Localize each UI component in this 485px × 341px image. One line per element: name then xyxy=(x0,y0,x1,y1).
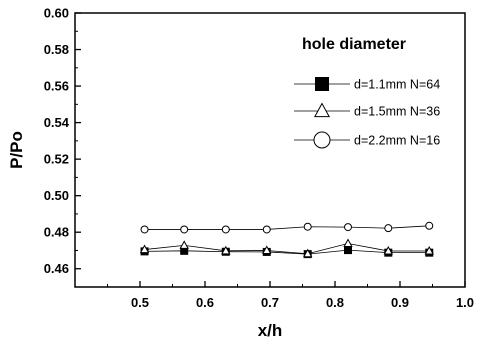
legend-label: d=2.2mm N=16 xyxy=(354,134,440,148)
plot-frame xyxy=(74,12,466,288)
legend-entry: d=1.5mm N=36 xyxy=(294,102,440,119)
x-tick-label: 0.6 xyxy=(196,295,214,310)
circle-marker xyxy=(140,225,149,234)
x-tick-label: 0.7 xyxy=(261,295,279,310)
triangle-marker xyxy=(343,238,353,248)
axis-ticks xyxy=(75,12,466,287)
triangle-marker xyxy=(262,245,272,254)
series-layer xyxy=(139,221,434,259)
y-tick-label: 0.52 xyxy=(44,152,69,167)
y-tick-label: 0.58 xyxy=(44,42,69,57)
legend-label: d=1.5mm N=36 xyxy=(354,105,440,119)
series-line xyxy=(144,225,430,230)
x-tick-label: 1.0 xyxy=(456,295,474,310)
legend-entry: d=2.2mm N=16 xyxy=(294,131,440,149)
circle-marker xyxy=(425,221,434,230)
triangle-marker xyxy=(221,245,231,255)
legend-title: hole diameter xyxy=(302,36,406,53)
y-tick-label: 0.56 xyxy=(44,79,69,94)
square-marker xyxy=(315,77,329,91)
triangle-marker xyxy=(179,240,189,249)
y-tick-label: 0.60 xyxy=(44,6,69,21)
square-marker xyxy=(344,246,352,255)
circle-marker xyxy=(384,224,393,233)
series-triangle xyxy=(139,238,434,258)
circle-marker xyxy=(180,225,189,234)
triangle-marker xyxy=(314,102,330,118)
triangle-marker xyxy=(303,248,313,258)
y-tick-label: 0.46 xyxy=(44,261,69,276)
legend: hole diameter d=1.1mm N=64 d=1.5mm N=36 d=… xyxy=(294,36,440,149)
triangle-marker xyxy=(383,245,393,255)
circle-marker xyxy=(221,225,230,234)
y-tick-label: 0.50 xyxy=(44,188,69,203)
triangle-marker xyxy=(424,245,434,255)
axis-tick-labels: 0.5 0.6 0.7 0.8 0.9 1.0 0.46 0.48 0.50 0.52 0.54 0.… xyxy=(44,6,474,311)
y-tick-label: 0.54 xyxy=(44,115,70,130)
x-tick-label: 0.5 xyxy=(131,295,149,310)
series-line xyxy=(144,243,430,255)
circle-marker xyxy=(313,131,331,149)
circle-marker xyxy=(303,222,312,231)
circle-marker xyxy=(262,225,271,234)
triangle-marker xyxy=(139,244,150,254)
y-axis-label: P/Po xyxy=(7,131,26,169)
series-circle xyxy=(140,221,434,234)
x-tick-label: 0.9 xyxy=(391,295,409,310)
legend-entry: d=1.1mm N=64 xyxy=(294,77,440,92)
y-tick-label: 0.48 xyxy=(44,225,69,240)
circle-marker xyxy=(344,223,352,232)
x-axis-label: x/h xyxy=(258,321,283,340)
x-tick-label: 0.8 xyxy=(326,295,344,310)
series-line xyxy=(144,249,430,255)
legend-label: d=1.1mm N=64 xyxy=(354,78,440,92)
